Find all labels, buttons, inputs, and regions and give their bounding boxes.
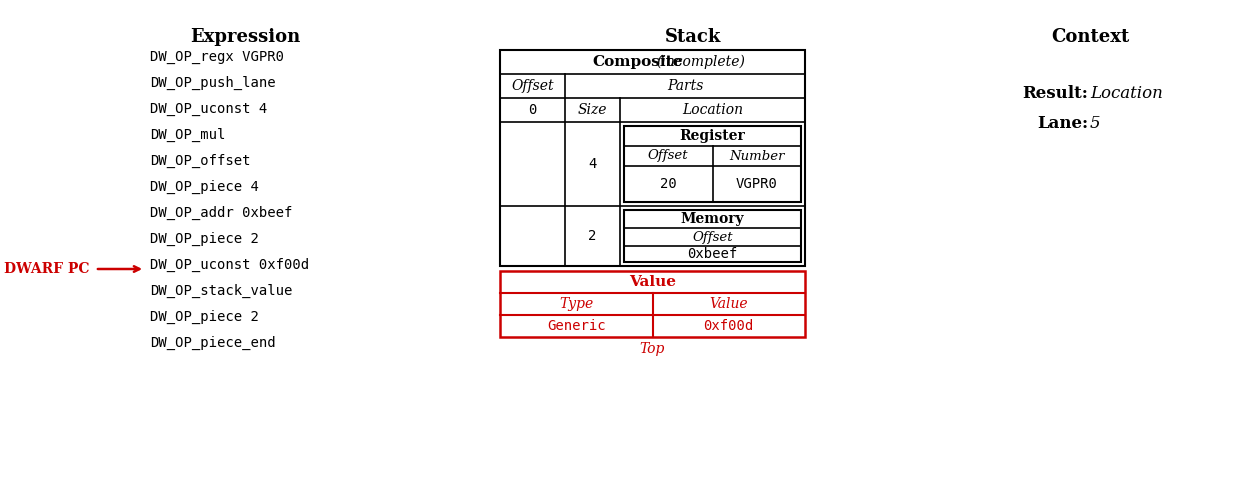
Text: Number: Number <box>728 150 784 162</box>
Text: Parts: Parts <box>666 79 704 93</box>
Text: Result:: Result: <box>1023 85 1088 102</box>
Text: DW_OP_piece_end: DW_OP_piece_end <box>150 336 276 350</box>
Text: Context: Context <box>1051 28 1129 46</box>
Bar <box>500 271 805 337</box>
Text: Size: Size <box>578 103 607 117</box>
Text: Location: Location <box>1090 85 1163 102</box>
Text: DW_OP_addr 0xbeef: DW_OP_addr 0xbeef <box>150 206 293 220</box>
Text: Stack: Stack <box>665 28 721 46</box>
Text: 0xbeef: 0xbeef <box>688 247 737 261</box>
Text: Generic: Generic <box>547 319 606 333</box>
Text: DW_OP_piece 2: DW_OP_piece 2 <box>150 232 259 246</box>
Text: 5: 5 <box>1090 115 1101 132</box>
Text: DW_OP_regx VGPR0: DW_OP_regx VGPR0 <box>150 50 284 64</box>
Text: DWARF PC: DWARF PC <box>5 262 91 276</box>
Text: 0xf00d: 0xf00d <box>704 319 753 333</box>
Text: 4: 4 <box>588 157 597 171</box>
Text: 0: 0 <box>529 103 536 117</box>
Text: 2: 2 <box>588 229 597 243</box>
Text: Lane:: Lane: <box>1037 115 1088 132</box>
Text: DW_OP_offset: DW_OP_offset <box>150 154 251 168</box>
Text: DW_OP_uconst 0xf00d: DW_OP_uconst 0xf00d <box>150 258 309 272</box>
Text: DW_OP_stack_value: DW_OP_stack_value <box>150 284 293 298</box>
Text: Offset: Offset <box>511 79 553 93</box>
Text: DW_OP_push_lane: DW_OP_push_lane <box>150 76 276 90</box>
Text: DW_OP_piece 2: DW_OP_piece 2 <box>150 310 259 324</box>
Text: Offset: Offset <box>648 150 689 162</box>
Text: DW_OP_uconst 4: DW_OP_uconst 4 <box>150 102 267 116</box>
Text: Location: Location <box>683 103 743 117</box>
Text: Type: Type <box>560 297 593 311</box>
Text: Offset: Offset <box>692 230 733 243</box>
Text: (incomplete): (incomplete) <box>656 55 745 69</box>
Text: 20: 20 <box>660 177 676 191</box>
Bar <box>624 126 800 202</box>
Bar <box>624 210 800 262</box>
Text: Expression: Expression <box>190 28 300 46</box>
Text: DW_OP_mul: DW_OP_mul <box>150 128 226 142</box>
Bar <box>500 50 805 266</box>
Text: VGPR0: VGPR0 <box>736 177 778 191</box>
Text: Value: Value <box>710 297 748 311</box>
Text: Memory: Memory <box>680 212 745 226</box>
Text: Value: Value <box>629 275 676 289</box>
Text: Register: Register <box>680 129 746 143</box>
Text: Top: Top <box>640 342 665 356</box>
Text: Composite: Composite <box>592 55 683 69</box>
Text: DW_OP_piece 4: DW_OP_piece 4 <box>150 180 259 194</box>
